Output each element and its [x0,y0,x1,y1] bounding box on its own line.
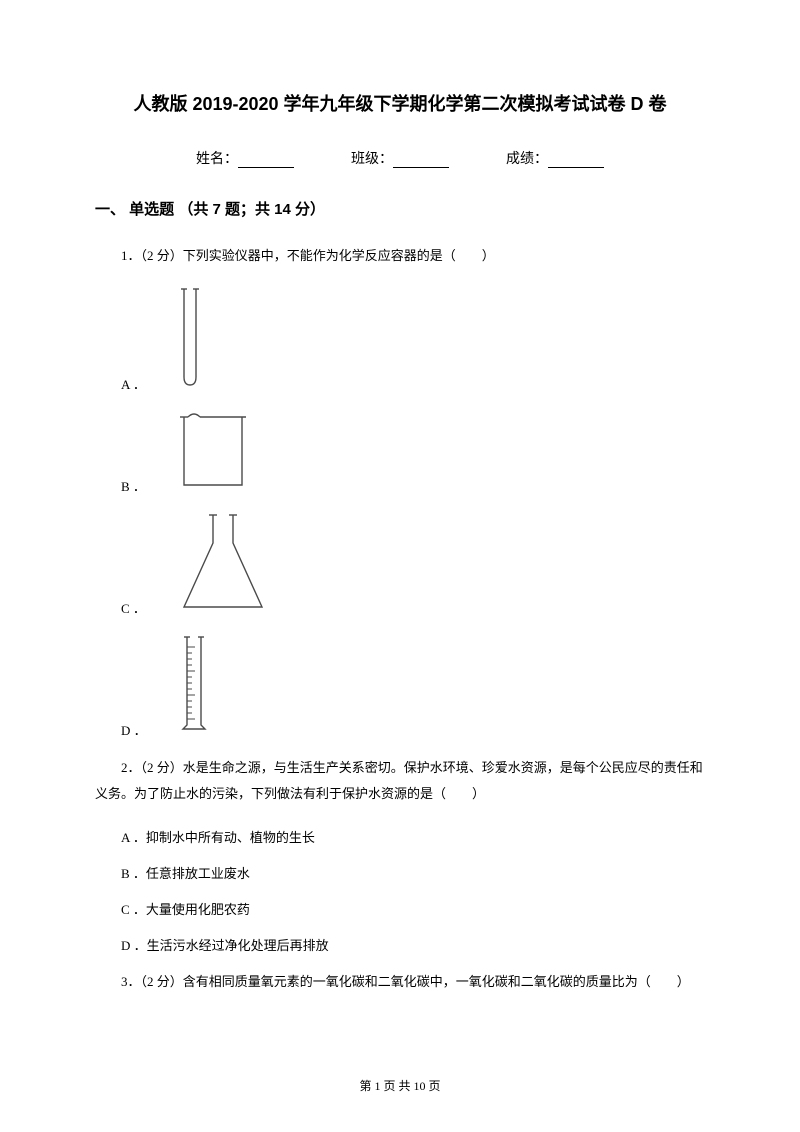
q2-stem-text: 2．（2 分）水是生命之源，与生活生产关系密切。保护水环境、珍爱水资源，是每个公… [95,760,703,801]
q1-option-a: A ． [95,287,705,391]
q1-stem: 1．（2 分）下列实验仪器中，不能作为化学反应容器的是（ ） [95,243,705,269]
class-blank [393,154,449,168]
q2-option-c: C ．大量使用化肥农药 [95,897,705,923]
info-row: 姓名： 班级： 成绩： [95,148,705,168]
q1-optD-label: D ． [95,724,147,737]
flask-icon [152,511,268,615]
q3-stem: 3．（2 分）含有相同质量氧元素的一氧化碳和二氧化碳中，一氧化碳和二氧化碳的质量… [95,969,705,995]
score-blank [548,154,604,168]
name-label: 姓名： [196,148,238,168]
q1-option-c: C ． [95,511,705,615]
test-tube-icon [152,287,202,391]
q1-option-d: D ． [95,633,705,737]
page-title: 人教版 2019-2020 学年九年级下学期化学第二次模拟考试试卷 D 卷 [95,90,705,116]
name-blank [238,154,294,168]
q1-optC-label: C ． [95,602,146,615]
class-label: 班级： [351,148,393,168]
beaker-icon [152,409,250,493]
q2-option-a: A ．抑制水中所有动、植物的生长 [95,825,705,851]
grad-cylinder-icon [153,633,209,737]
q1-option-b: B ． [95,409,705,493]
section-header: 一、 单选题 （共 7 题；共 14 分） [95,198,705,219]
q1-optB-label: B ． [95,480,146,493]
q2-stem: 2．（2 分）水是生命之源，与生活生产关系密切。保护水环境、珍爱水资源，是每个公… [95,755,705,807]
score-label: 成绩： [506,148,548,168]
page-footer: 第 1 页 共 10 页 [0,1077,800,1094]
q2-option-d: D ．生活污水经过净化处理后再排放 [95,933,705,959]
q1-optA-label: A ． [95,378,146,391]
q2-option-b: B ．任意排放工业废水 [95,861,705,887]
